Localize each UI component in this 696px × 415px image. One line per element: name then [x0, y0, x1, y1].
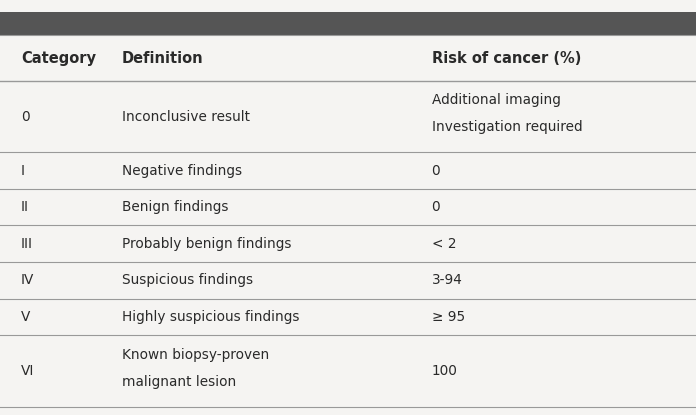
Text: VI: VI	[21, 364, 34, 378]
Text: IV: IV	[21, 273, 34, 288]
Text: 0: 0	[21, 110, 29, 124]
Text: Investigation required: Investigation required	[432, 120, 582, 134]
Text: 0: 0	[432, 200, 440, 214]
Text: Highly suspicious findings: Highly suspicious findings	[122, 310, 299, 324]
Text: 100: 100	[432, 364, 457, 378]
Text: III: III	[21, 237, 33, 251]
Text: Inconclusive result: Inconclusive result	[122, 110, 250, 124]
Text: Risk of cancer (%): Risk of cancer (%)	[432, 51, 581, 66]
Text: Suspicious findings: Suspicious findings	[122, 273, 253, 288]
Bar	[0, 12, 696, 35]
Text: I: I	[21, 164, 25, 178]
Text: Probably benign findings: Probably benign findings	[122, 237, 292, 251]
Text: 0: 0	[432, 164, 440, 178]
Text: < 2: < 2	[432, 237, 456, 251]
Text: Additional imaging: Additional imaging	[432, 93, 560, 107]
Text: Benign findings: Benign findings	[122, 200, 228, 214]
Text: Known biopsy-proven: Known biopsy-proven	[122, 348, 269, 362]
Text: Negative findings: Negative findings	[122, 164, 242, 178]
Text: 3-94: 3-94	[432, 273, 462, 288]
Text: II: II	[21, 200, 29, 214]
Text: ≥ 95: ≥ 95	[432, 310, 465, 324]
Text: Category: Category	[21, 51, 96, 66]
Text: Definition: Definition	[122, 51, 203, 66]
Text: malignant lesion: malignant lesion	[122, 375, 236, 389]
Text: V: V	[21, 310, 30, 324]
